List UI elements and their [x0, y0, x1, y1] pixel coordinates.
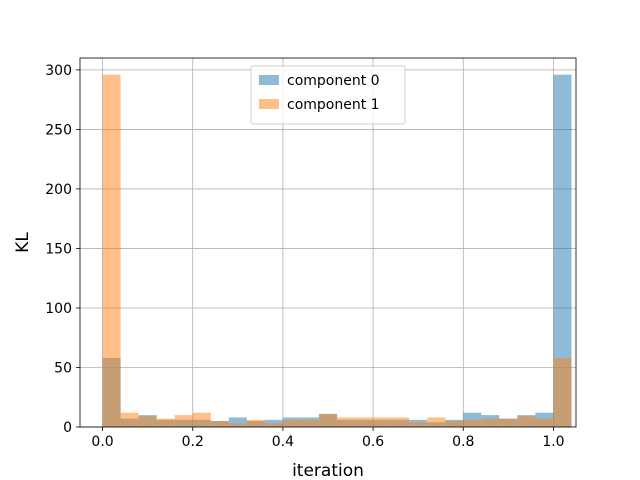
histogram-bar	[499, 418, 518, 427]
legend-swatch	[259, 75, 279, 85]
series-0-bars	[102, 74, 572, 427]
y-axis-label: KL	[13, 232, 33, 253]
legend-label: component 0	[287, 73, 380, 89]
histogram-bar	[228, 423, 247, 427]
histogram-bar	[102, 74, 121, 427]
x-axis-label: iteration	[292, 461, 364, 480]
legend-swatch	[259, 99, 279, 109]
x-tick-label: 0.0	[91, 434, 113, 450]
y-tick-label: 150	[45, 241, 72, 257]
y-tick-label: 100	[45, 301, 72, 317]
x-tick-label: 0.2	[182, 434, 204, 450]
legend: component 0 component 1	[250, 65, 406, 125]
histogram-bar	[192, 412, 211, 427]
y-tick-label: 50	[54, 360, 72, 376]
histogram-bar	[264, 419, 283, 427]
series-1-bars	[102, 74, 572, 427]
axis-ticks: 0.0 0.2 0.4 0.6 0.8 1.0 0 50 100 150 200 250 300	[45, 63, 564, 450]
x-tick-label: 0.4	[272, 434, 294, 450]
histogram-bar	[228, 417, 247, 427]
histogram-bar	[120, 412, 139, 427]
y-tick-label: 200	[45, 182, 72, 198]
x-tick-label: 0.6	[362, 434, 384, 450]
plot-frame	[79, 57, 577, 428]
histogram-bar	[210, 421, 229, 427]
legend-box	[250, 65, 406, 125]
x-tick-label: 1.0	[542, 434, 564, 450]
x-tick-label: 0.8	[452, 434, 474, 450]
histogram-bar	[391, 417, 410, 427]
histogram-bar	[282, 419, 301, 427]
legend-label: component 1	[287, 97, 380, 113]
histogram-bar	[427, 417, 446, 427]
y-tick-label: 0	[63, 420, 72, 436]
histogram-bar	[174, 415, 193, 427]
histogram-bar	[553, 357, 572, 427]
histogram-bar	[463, 419, 482, 427]
histogram-bar	[138, 416, 157, 427]
histogram-bar	[373, 417, 392, 427]
histogram-bar	[318, 413, 338, 427]
histogram-bar	[409, 422, 428, 427]
histogram-bar	[300, 419, 319, 427]
histogram-bars	[102, 74, 572, 427]
histogram-bar	[445, 421, 464, 427]
histogram-bar	[535, 418, 554, 427]
histogram-bar	[553, 74, 572, 427]
histogram-bar	[156, 418, 175, 427]
histogram-bar	[337, 417, 356, 427]
histogram-bar	[481, 418, 500, 427]
histogram-bar	[517, 416, 536, 427]
histogram-bar	[264, 423, 283, 427]
histogram-bar	[355, 417, 374, 427]
y-tick-label: 300	[45, 63, 72, 79]
y-tick-label: 250	[45, 122, 72, 138]
histogram-bar	[246, 419, 265, 427]
